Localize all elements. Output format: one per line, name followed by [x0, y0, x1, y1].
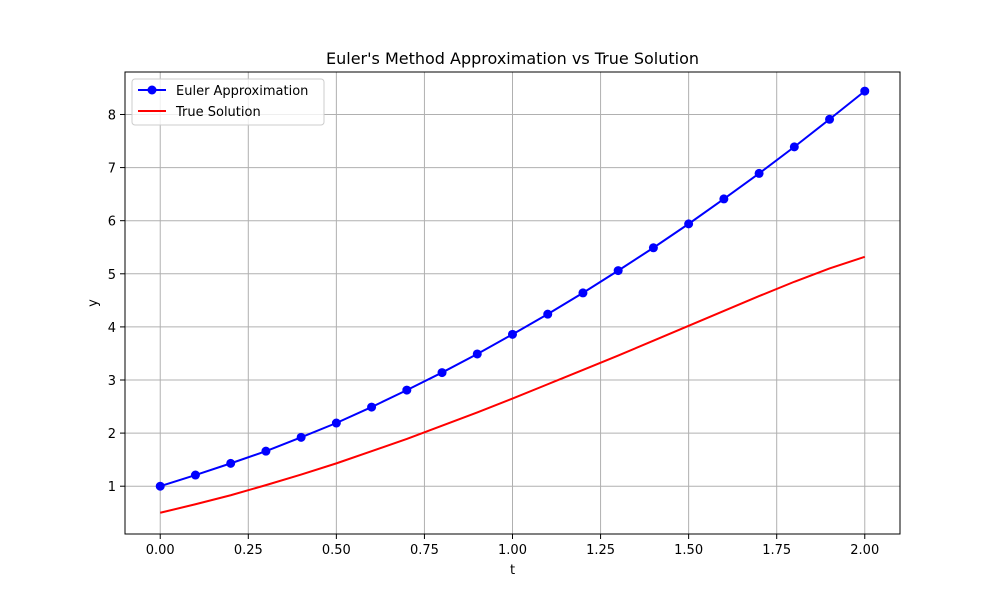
- legend-label-euler-approximation: Euler Approximation: [176, 84, 308, 99]
- x-tick-label: 0.00: [146, 543, 175, 558]
- data-point-euler-approximation: [402, 385, 412, 395]
- x-tick-label: 2.00: [850, 543, 879, 558]
- data-point-euler-approximation: [508, 329, 517, 339]
- series-line-true-solution: [159, 255, 866, 514]
- y-axis-label: y: [86, 299, 101, 307]
- data-point-euler-approximation: [437, 368, 447, 378]
- data-point-euler-approximation: [719, 194, 729, 204]
- x-tick-label: 1.25: [586, 543, 615, 558]
- y-tick-label: 6: [108, 215, 116, 230]
- x-tick-label: 0.75: [410, 543, 439, 558]
- data-point-euler-approximation: [155, 481, 165, 491]
- data-point-euler-approximation: [367, 402, 377, 412]
- data-point-euler-approximation: [261, 446, 271, 456]
- legend: Euler Approximation True Solution: [131, 78, 325, 126]
- x-tick-label: 0.50: [322, 543, 351, 558]
- x-tick-label: 1.50: [674, 543, 703, 558]
- y-tick-label: 5: [108, 268, 116, 283]
- y-tick-label: 2: [108, 427, 116, 442]
- data-point-euler-approximation: [648, 243, 658, 253]
- y-tick-label: 1: [108, 480, 116, 495]
- data-point-euler-approximation: [543, 309, 553, 319]
- data-point-euler-approximation: [472, 349, 482, 359]
- data-point-euler-approximation: [860, 86, 870, 96]
- data-point-euler-approximation: [226, 458, 236, 468]
- y-tick-label: 7: [108, 162, 116, 177]
- legend-marker-euler-approximation: [147, 85, 157, 95]
- grid: [125, 72, 900, 534]
- data-point-euler-approximation: [789, 142, 799, 152]
- x-tick-label: 1.00: [498, 543, 527, 558]
- y-tick-label: 8: [108, 108, 116, 123]
- data-point-euler-approximation: [754, 168, 764, 178]
- data-point-euler-approximation: [296, 432, 306, 442]
- x-tick-label: 1.75: [762, 543, 791, 558]
- data-point-euler-approximation: [684, 219, 694, 229]
- axis-ticks: 0.00 0.25 0.50 0.75 1.00 1.25 1.50 1.75 2.00 1 2 3 4…: [108, 108, 880, 558]
- data-point-euler-approximation: [825, 114, 835, 124]
- legend-box: [131, 78, 325, 126]
- series-layer: [155, 86, 870, 514]
- y-tick-label: 3: [108, 374, 116, 389]
- data-point-euler-approximation: [578, 288, 588, 298]
- data-point-euler-approximation: [190, 470, 200, 480]
- y-tick-label: 4: [108, 321, 116, 336]
- data-point-euler-approximation: [331, 418, 341, 428]
- x-tick-label: 0.25: [234, 543, 263, 558]
- legend-label-true-solution: True Solution: [175, 105, 261, 120]
- chart-title: Euler's Method Approximation vs True Sol…: [326, 49, 699, 68]
- data-point-euler-approximation: [613, 266, 623, 276]
- x-axis-label: t: [510, 563, 515, 578]
